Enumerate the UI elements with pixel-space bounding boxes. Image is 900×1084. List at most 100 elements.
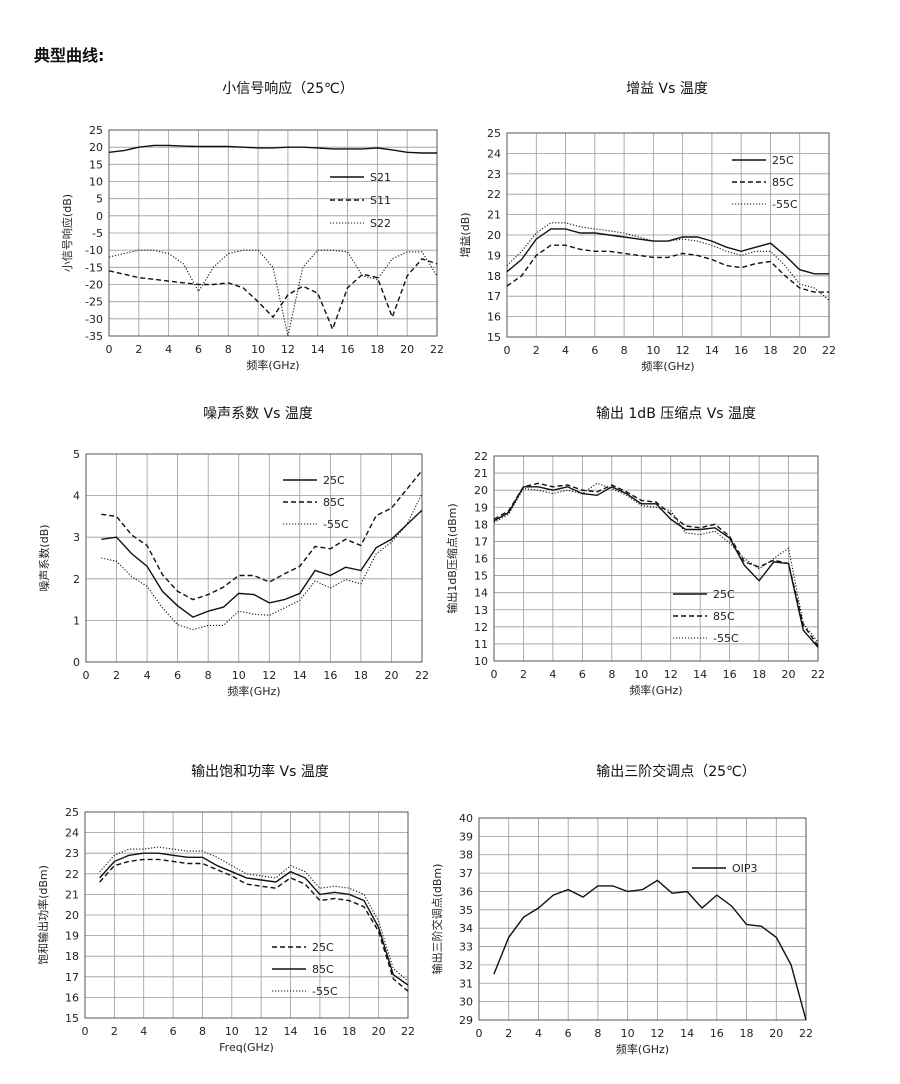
x-axis-label: 频率(GHz): [227, 684, 280, 698]
x-tick-label: 2: [520, 668, 527, 681]
y-tick-label: 10: [89, 176, 103, 189]
x-tick-label: 20: [400, 343, 414, 356]
x-tick-label: 2: [533, 344, 540, 357]
y-tick-label: -20: [85, 279, 103, 292]
y-axis-label: 噪声系数(dB): [37, 524, 51, 591]
chart-title-psat: 输出饱和功率 Vs 温度: [191, 764, 329, 780]
y-tick-label: 20: [474, 484, 488, 497]
y-tick-label: 38: [459, 849, 473, 862]
y-tick-label: 19: [474, 501, 488, 514]
series-line-25c: [99, 858, 409, 992]
y-axis-label: 增益(dB): [458, 212, 472, 257]
x-tick-label: 20: [793, 344, 807, 357]
chart-oip3: 40 39 38 37 36 35 34 33 32 31 30 290 2 4 6 8 10 12 14 16 18 2…: [430, 812, 813, 1056]
x-tick-label: 4: [562, 344, 569, 357]
y-tick-label: 14: [474, 587, 488, 600]
chart-title-noise-figure: 噪声系数 Vs 温度: [203, 406, 313, 422]
y-tick-label: 0: [73, 656, 80, 669]
y-tick-label: 31: [459, 977, 473, 990]
legend-label: 25C: [312, 941, 334, 954]
plot-frame: [493, 455, 819, 662]
y-tick-label: 25: [65, 806, 79, 819]
y-tick-label: 24: [487, 147, 501, 160]
x-tick-label: 18: [740, 1027, 754, 1040]
section-heading: 典型曲线:: [34, 46, 105, 65]
series-line-55c: [99, 846, 409, 982]
y-tick-label: 29: [459, 1014, 473, 1027]
legend: 25C 85C -55C: [283, 474, 349, 531]
x-tick-label: 18: [342, 1025, 356, 1038]
x-tick-label: 0: [83, 669, 90, 682]
series-line-85c: [493, 482, 819, 647]
series-line-55c: [493, 482, 819, 643]
series-line-25c: [493, 486, 819, 648]
y-tick-label: 22: [474, 450, 488, 463]
y-tick-label: 19: [487, 249, 501, 262]
plot-frame: [108, 129, 438, 337]
legend-label: -55C: [323, 518, 349, 531]
x-tick-label: 0: [504, 344, 511, 357]
y-tick-label: 34: [459, 922, 473, 935]
x-tick-label: 10: [621, 1027, 635, 1040]
x-tick-label: 16: [323, 669, 337, 682]
y-tick-label: 39: [459, 830, 473, 843]
y-tick-label: -15: [85, 261, 103, 274]
legend-label: -55C: [772, 198, 798, 211]
x-tick-label: 2: [111, 1025, 118, 1038]
x-tick-label: 8: [225, 343, 232, 356]
x-tick-label: 18: [752, 668, 766, 681]
x-tick-label: 16: [723, 668, 737, 681]
x-tick-label: 14: [293, 669, 307, 682]
x-tick-label: 10: [225, 1025, 239, 1038]
gridlines: [84, 811, 409, 1019]
y-axis-label: 饱和输出功率(dBm): [36, 865, 50, 965]
y-tick-label: -25: [85, 296, 103, 309]
x-tick-label: 12: [650, 1027, 664, 1040]
x-tick-label: 2: [135, 343, 142, 356]
y-tick-label: 35: [459, 904, 473, 917]
y-axis-label: 小信号响应(dB): [60, 194, 74, 272]
x-tick-label: 2: [113, 669, 120, 682]
x-tick-label: 0: [106, 343, 113, 356]
legend: S21 S11 S22: [330, 171, 391, 230]
series-line-s21: [108, 144, 437, 154]
x-tick-label: 6: [591, 344, 598, 357]
y-tick-label: 11: [474, 638, 488, 651]
y-tick-label: 21: [474, 467, 488, 480]
chart-title-oip3: 输出三阶交调点（25℃）: [596, 764, 756, 780]
y-tick-label: 18: [487, 270, 501, 283]
x-tick-label: 10: [634, 668, 648, 681]
y-tick-label: 21: [487, 209, 501, 222]
x-tick-label: 10: [646, 344, 660, 357]
y-tick-label: 19: [65, 930, 79, 943]
x-tick-label: 18: [354, 669, 368, 682]
legend-label: 25C: [713, 588, 735, 601]
y-tick-label: -30: [85, 313, 103, 326]
y-tick-label: 15: [65, 1012, 79, 1025]
chart-title-p1db: 输出 1dB 压缩点 Vs 温度: [595, 406, 757, 422]
x-tick-label: 18: [370, 343, 384, 356]
y-tick-label: 22: [487, 188, 501, 201]
y-tick-label: 33: [459, 941, 473, 954]
chart-title-small-signal: 小信号响应（25℃）: [222, 81, 354, 97]
y-tick-label: 25: [487, 127, 501, 140]
y-tick-label: 21: [65, 888, 79, 901]
legend-label: 85C: [713, 610, 735, 623]
x-tick-label: 22: [430, 343, 444, 356]
x-axis-label: Freq(GHz): [219, 1041, 274, 1054]
y-tick-label: 18: [474, 518, 488, 531]
series-line-85c: [101, 470, 423, 601]
y-tick-label: 16: [474, 553, 488, 566]
x-tick-label: 20: [782, 668, 796, 681]
x-tick-label: 22: [799, 1027, 813, 1040]
x-tick-label: 8: [205, 669, 212, 682]
legend-label: 25C: [772, 154, 794, 167]
series-line-55c: [101, 493, 423, 631]
x-tick-label: 0: [491, 668, 498, 681]
x-tick-label: 10: [232, 669, 246, 682]
x-axis-label: 频率(GHz): [246, 358, 299, 372]
series-line-85c: [99, 852, 409, 986]
legend-label: S22: [370, 217, 391, 230]
